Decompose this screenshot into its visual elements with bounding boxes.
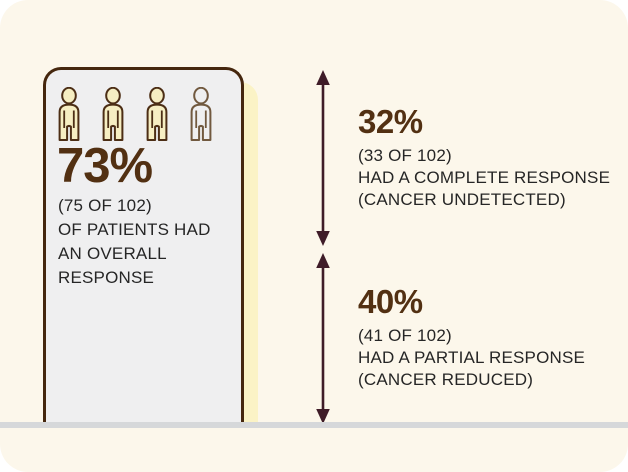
- patient-icons: [54, 86, 216, 142]
- partial-note: (CANCER REDUCED): [358, 370, 534, 390]
- complete-percent: 32%: [358, 103, 423, 140]
- partial-response-block: 40% (41 OF 102) HAD A PARTIAL RESPONSE (…: [358, 283, 586, 391]
- span-arrow-complete-icon: [315, 70, 331, 246]
- overall-percent: 73%: [57, 139, 153, 193]
- complete-count: (33 OF 102): [358, 146, 452, 166]
- person-icon-filled: [98, 86, 128, 142]
- span-arrow-partial-icon: [315, 253, 331, 424]
- partial-count: (41 OF 102): [358, 326, 452, 346]
- complete-label: HAD A COMPLETE RESPONSE: [358, 168, 611, 188]
- overall-desc-line: OF PATIENTS HAD: [58, 220, 211, 239]
- person-icon-filled: [54, 86, 84, 142]
- overall-count: (75 OF 102): [58, 196, 152, 215]
- partial-percent: 40%: [358, 283, 423, 320]
- person-icon-outline: [186, 86, 216, 142]
- overall-response-card: 73% (75 OF 102) OF PATIENTS HAD AN OVERA…: [43, 67, 244, 424]
- complete-response-block: 32% (33 OF 102) HAD A COMPLETE RESPONSE …: [358, 103, 611, 211]
- overall-desc-line: RESPONSE: [58, 268, 155, 287]
- person-icon-filled: [142, 86, 172, 142]
- overall-description: (75 OF 102) OF PATIENTS HAD AN OVERALL R…: [58, 194, 211, 290]
- partial-label: HAD A PARTIAL RESPONSE: [358, 348, 586, 368]
- overall-desc-line: AN OVERALL: [58, 244, 167, 263]
- complete-note: (CANCER UNDETECTED): [358, 190, 566, 210]
- baseline-rule: [0, 422, 628, 428]
